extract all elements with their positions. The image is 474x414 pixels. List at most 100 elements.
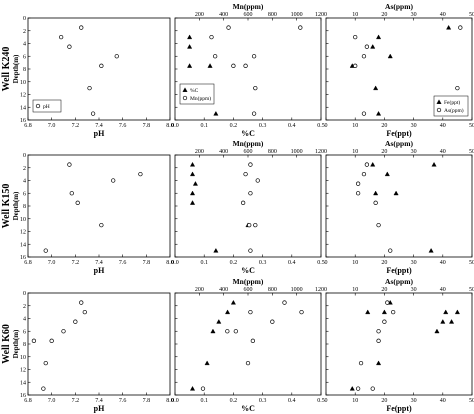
x-tick-label: 0.1 — [200, 123, 208, 129]
x-tick-label: 10 — [352, 260, 358, 266]
top-tick-label: 40 — [440, 149, 446, 155]
data-point-pH — [49, 338, 54, 343]
y-tick-label: 14 — [20, 380, 26, 386]
data-point-Fe(ppt) — [431, 161, 437, 167]
x-tick-label: 0.3 — [259, 260, 267, 266]
x-tick-label: 20 — [381, 398, 387, 404]
x-tick-label: 40 — [440, 398, 446, 404]
x-tick-label: 20 — [381, 260, 387, 266]
data-point-pH — [67, 44, 72, 49]
data-point-%C — [207, 63, 213, 68]
y-tick-label: 8 — [23, 204, 26, 210]
x-tick-label: 10 — [352, 398, 358, 404]
data-point-pH — [79, 25, 84, 30]
well-label: Well K60 — [1, 324, 12, 364]
top-tick-label: 400 — [219, 12, 228, 18]
panel-frame-1-1 — [174, 154, 322, 258]
legend-label: Fe(ppt) — [444, 99, 460, 106]
y-tick-label: 8 — [23, 342, 26, 348]
x-tick-label: 8.0 — [166, 398, 174, 404]
x-tick-label: 30 — [411, 260, 417, 266]
data-point-Fe(ppt) — [387, 53, 393, 59]
panel-frame-1-0 — [27, 154, 171, 258]
top-tick-label: 10 — [352, 149, 358, 155]
data-point-As(ppm) — [355, 386, 361, 391]
data-point-Mn(ppm) — [253, 222, 258, 228]
data-point-Mn(ppm) — [226, 25, 231, 30]
top-tick-label: 200 — [195, 287, 204, 293]
data-point-pH — [75, 200, 80, 205]
top-tick-label: 1000 — [291, 287, 303, 293]
top-tick-label: 600 — [244, 149, 253, 155]
data-point-Mn(ppm) — [243, 63, 248, 68]
x-tick-label: 0.2 — [230, 398, 238, 404]
data-point-Fe(ppt) — [376, 111, 382, 116]
data-point-As(ppm) — [361, 111, 367, 116]
data-point-%C — [189, 200, 196, 205]
data-point-As(ppm) — [370, 386, 375, 391]
top-axis-title: As(ppm) — [385, 139, 413, 148]
legend-label: %C — [190, 88, 199, 94]
x-tick-label: 0.5 — [317, 398, 325, 404]
data-point-Fe(ppt) — [381, 309, 387, 315]
data-point-Mn(ppm) — [200, 386, 206, 391]
top-tick-label: 600 — [244, 287, 253, 293]
x-axis-title: pH — [94, 266, 105, 275]
data-point-Mn(ppm) — [298, 25, 303, 30]
x-axis-title: pH — [94, 404, 105, 413]
x-tick-label: 0.3 — [259, 398, 267, 404]
top-tick-label: 800 — [268, 287, 277, 293]
y-tick-label: 4 — [23, 42, 26, 48]
x-tick-label: 7.4 — [95, 398, 103, 404]
data-point-pH — [69, 191, 74, 196]
data-point-pH — [73, 319, 78, 324]
x-tick-label: 7.8 — [143, 260, 151, 266]
data-point-Mn(ppm) — [245, 360, 251, 366]
x-tick-label: 6.8 — [24, 398, 32, 404]
legend-marker — [182, 95, 188, 101]
y-tick-label: 6 — [23, 329, 26, 335]
y-tick-label: 2 — [23, 166, 26, 172]
data-point-Fe(ppt) — [440, 319, 446, 324]
data-point-As(ppm) — [355, 181, 361, 186]
y-tick-label: 4 — [23, 179, 26, 185]
panel-frame-2-2 — [325, 292, 473, 396]
data-point-As(ppm) — [458, 25, 463, 30]
data-point-As(ppm) — [364, 162, 370, 167]
data-point-pH — [87, 85, 92, 91]
data-point-%C — [225, 309, 231, 315]
data-point-Mn(ppm) — [251, 54, 257, 59]
x-tick-label: 7.6 — [119, 123, 127, 129]
data-point-Mn(ppm) — [243, 171, 248, 177]
data-point-%C — [187, 63, 193, 68]
x-tick-label: 7.2 — [72, 398, 80, 404]
data-point-Mn(ppm) — [251, 111, 257, 116]
legend-label: Mn(ppm) — [190, 95, 211, 102]
top-tick-label: 10 — [352, 12, 358, 18]
y-tick-label: 6 — [23, 191, 26, 197]
x-tick-label: 7.2 — [72, 123, 80, 129]
data-point-%C — [189, 171, 196, 177]
y-tick-label: 14 — [20, 242, 26, 248]
top-axis-title: As(ppm) — [385, 277, 413, 286]
x-tick-label: 0.2 — [230, 260, 238, 266]
data-point-Fe(ppt) — [373, 85, 379, 91]
top-tick-label: 1200 — [315, 12, 327, 18]
x-tick-label: 0 — [325, 398, 328, 404]
data-point-Mn(ppm) — [209, 34, 214, 40]
data-point-Fe(ppt) — [370, 161, 376, 167]
data-point-As(ppm) — [361, 54, 367, 59]
y-tick-label: 0 — [23, 153, 26, 159]
x-tick-label: 0.3 — [259, 123, 267, 129]
data-point-%C — [213, 248, 219, 253]
top-tick-label: 30 — [411, 12, 417, 18]
x-tick-label: 7.4 — [95, 260, 103, 266]
data-point-pH — [43, 248, 48, 253]
data-point-Fe(ppt) — [376, 360, 382, 366]
data-point-pH — [31, 338, 37, 343]
x-axis-title: %C — [241, 266, 255, 275]
top-tick-label: 200 — [195, 149, 204, 155]
x-tick-label: 0.4 — [288, 398, 296, 404]
data-point-Fe(ppt) — [446, 24, 452, 30]
